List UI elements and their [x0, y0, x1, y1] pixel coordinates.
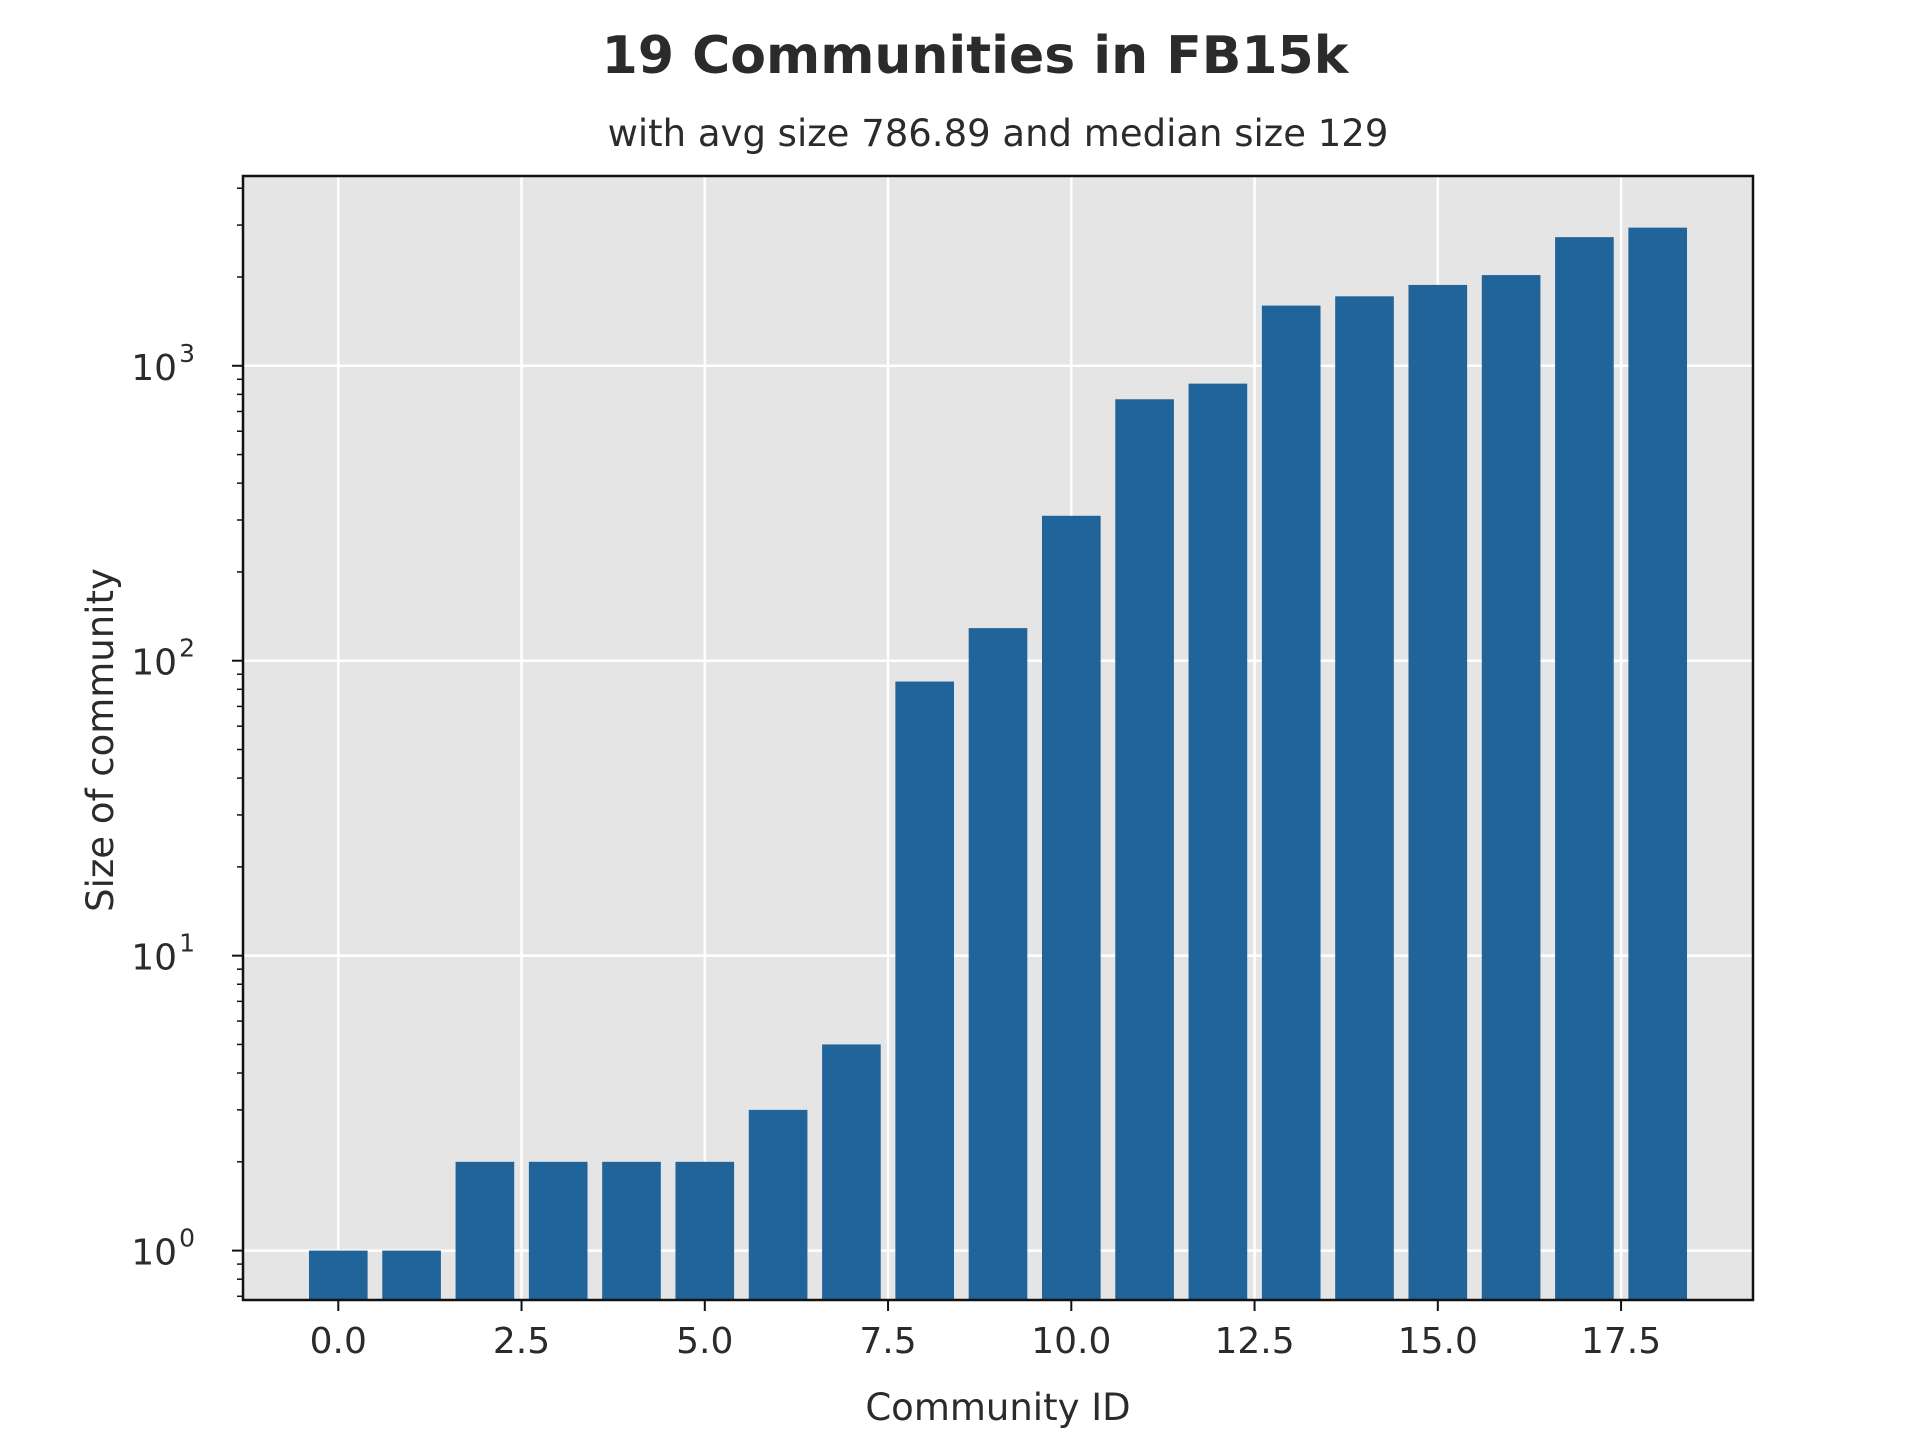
bar-community-1 [382, 1250, 441, 1300]
bar-community-17 [1555, 237, 1614, 1300]
bar-community-7 [822, 1044, 881, 1300]
bar-community-13 [1261, 305, 1321, 1301]
y-tick-label: 10 [131, 643, 177, 684]
bar-community-16 [1481, 275, 1541, 1301]
x-tick-label: 5.0 [676, 1321, 733, 1362]
bar-community-6 [748, 1109, 808, 1300]
bar-community-12 [1188, 383, 1248, 1300]
bar-community-3 [528, 1161, 588, 1300]
y-tick-label: 10 [131, 1233, 177, 1274]
bar-community-9 [968, 628, 1028, 1300]
x-tick-label: 0.0 [310, 1321, 367, 1362]
bar-community-10 [1041, 515, 1101, 1300]
y-tick-label-exponent: 1 [179, 929, 195, 958]
chart-subtitle: with avg size 786.89 and median size 129 [608, 112, 1389, 155]
y-tick-label-exponent: 2 [179, 634, 195, 663]
bar-community-4 [602, 1161, 661, 1300]
bar-community-8 [895, 681, 955, 1300]
x-tick-label: 7.5 [859, 1321, 916, 1362]
bar-community-11 [1115, 399, 1174, 1300]
bar-community-2 [455, 1161, 515, 1300]
chart-title: 19 Communities in FB15k [602, 26, 1350, 86]
x-tick-label: 15.0 [1398, 1321, 1478, 1362]
x-tick-label: 17.5 [1581, 1321, 1661, 1362]
x-axis-label: Community ID [865, 1386, 1130, 1429]
bar-community-18 [1628, 227, 1688, 1300]
axes-frame [241, 174, 1755, 1302]
y-tick-label: 10 [131, 348, 177, 389]
x-tick-label: 10.0 [1031, 1321, 1111, 1362]
y-tick-label-exponent: 3 [179, 339, 195, 368]
x-tick-label: 2.5 [493, 1321, 550, 1362]
y-axis-label: Size of community [79, 568, 122, 912]
x-tick-label: 12.5 [1214, 1321, 1294, 1362]
bar-community-15 [1408, 284, 1468, 1301]
y-tick-label-exponent: 0 [179, 1224, 195, 1253]
bar-community-5 [675, 1161, 735, 1300]
y-tick-label: 10 [131, 938, 177, 979]
bar-community-0 [308, 1250, 368, 1300]
bar-community-14 [1335, 296, 1394, 1300]
